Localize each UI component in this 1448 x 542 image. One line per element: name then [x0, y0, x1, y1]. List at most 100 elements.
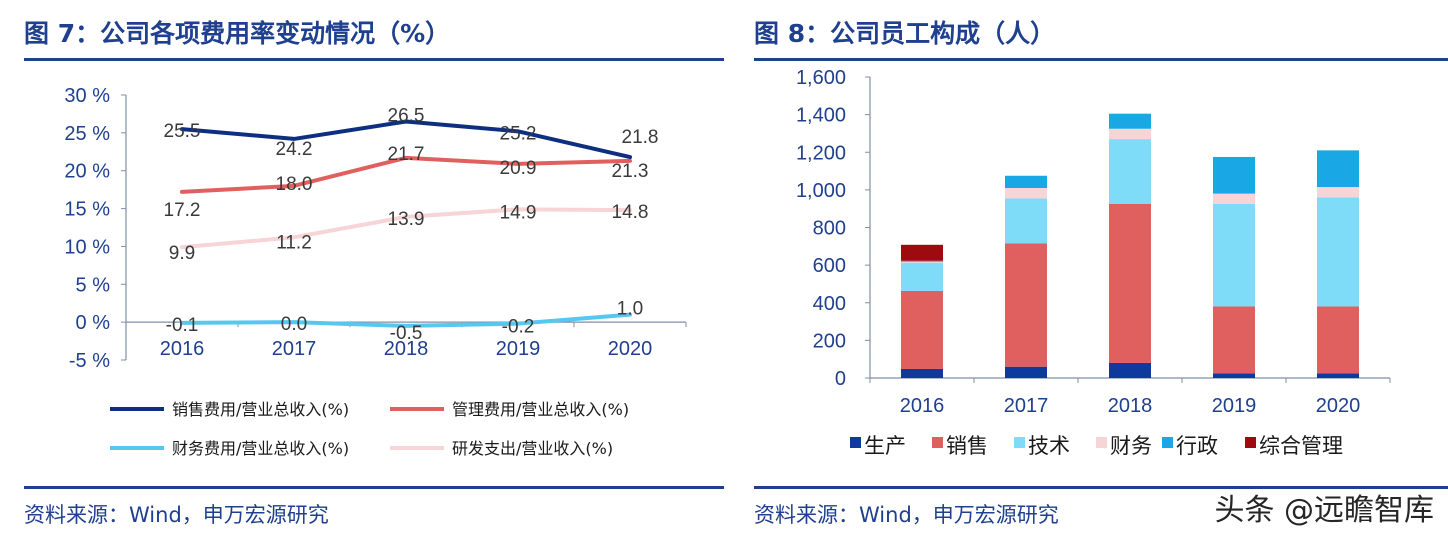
data-label: 25.5 — [164, 121, 201, 142]
legend-label-1: 生产 — [864, 434, 906, 458]
y-tick-label: 200 — [813, 330, 846, 352]
bar-segment-1 — [1005, 366, 1047, 378]
bar-segment-5 — [901, 260, 943, 262]
data-label: 21.3 — [612, 161, 649, 182]
legend-swatch-1 — [850, 437, 861, 448]
left-bottom-rule — [24, 486, 724, 489]
legend-label-2: 管理费用/营业总收入(%) — [452, 400, 629, 419]
data-label: 18.0 — [276, 174, 313, 195]
y-tick-label: 5 % — [76, 274, 111, 296]
bar-segment-5 — [1005, 175, 1047, 188]
series-line-1 — [180, 119, 632, 160]
y-tick-label: 1,000 — [796, 180, 846, 202]
bar-segment-3 — [1109, 139, 1151, 204]
legend-label-1: 销售费用/营业总收入(%) — [172, 400, 349, 419]
legend-label-6: 综合管理 — [1259, 434, 1343, 458]
legend-swatch-3 — [1014, 437, 1025, 448]
data-label: 20.9 — [500, 158, 537, 179]
bar-segment-4 — [901, 261, 943, 263]
data-label: -0.1 — [166, 315, 199, 336]
legend-swatch-2 — [932, 437, 943, 448]
legend-label-4: 财务 — [1110, 434, 1152, 458]
left-top-rule — [24, 58, 724, 61]
bar-segment-3 — [1213, 203, 1255, 307]
data-label: 21.8 — [622, 127, 659, 148]
series-line-4 — [180, 207, 632, 250]
stacked-bar-chart: 0 200 400 600 800 1,000 1,200 1,400 1,600 2016 201… — [796, 67, 1391, 458]
bar-segment-3 — [901, 262, 943, 291]
right-top-rule — [754, 58, 1448, 61]
bar-segment-4 — [1005, 187, 1047, 199]
bar-segment-5 — [1317, 150, 1359, 188]
y-tick-label: 25 % — [64, 123, 110, 145]
y-tick-label: -5 % — [69, 350, 110, 372]
bar-segment-3 — [1317, 197, 1359, 307]
bar-segment-3 — [1005, 198, 1047, 244]
right-figure-title: 图 8：公司员工构成（人） — [754, 19, 1056, 48]
watermark: 头条 @远瞻智库 — [1214, 493, 1434, 528]
x-tick-label: 2016 — [160, 338, 205, 360]
bar-segment-4 — [1213, 193, 1255, 204]
x-tick-label: 2016 — [900, 395, 945, 417]
right-panel: 图 8：公司员工构成（人） 0 200 400 600 800 1,000 1,200 1,4… — [754, 0, 1448, 542]
legend-label-3: 技术 — [1028, 434, 1070, 458]
y-tick-label: 800 — [813, 218, 846, 240]
right-source: 资料来源：Wind，申万宏源研究 — [754, 503, 1059, 527]
legend-label-3: 财务费用/营业总收入(%) — [172, 439, 349, 458]
bar-segment-6 — [901, 244, 943, 261]
data-label: 26.5 — [388, 106, 425, 127]
left-source: 资料来源：Wind，申万宏源研究 — [24, 503, 329, 527]
y-tick-label: 1,400 — [796, 105, 846, 127]
bar-segment-2 — [1005, 243, 1047, 367]
bar-segment-5 — [1109, 113, 1151, 129]
bar-segment-2 — [901, 290, 943, 369]
data-label: 17.2 — [164, 200, 201, 221]
legend-label-2: 销售 — [946, 434, 988, 458]
bar-segment-1 — [901, 368, 943, 378]
left-panel: 图 7：公司各项费用率变动情况（%） -5 % 0 % 5 % 10 % 15 % 20 … — [24, 0, 724, 542]
x-tick-label: 2017 — [1004, 395, 1049, 417]
bar-segment-2 — [1109, 203, 1151, 363]
x-tick-label: 2017 — [272, 338, 317, 360]
bar-segment-1 — [1109, 362, 1151, 378]
y-tick-label: 600 — [813, 255, 846, 277]
legend-label-5: 行政 — [1176, 434, 1218, 458]
legend-label-4: 研发支出/营业收入(%) — [452, 439, 613, 458]
legend-swatch-4 — [1096, 437, 1107, 448]
bar-segment-5 — [1213, 156, 1255, 194]
bar-segment-2 — [1213, 306, 1255, 374]
y-tick-label: 30 % — [64, 85, 110, 107]
x-tick-label: 2018 — [384, 338, 429, 360]
right-bottom-rule — [754, 486, 1448, 489]
data-label: 0.0 — [281, 314, 307, 335]
data-label: 9.9 — [169, 243, 195, 264]
data-label: -0.2 — [502, 317, 535, 338]
y-tick-label: 20 % — [64, 161, 110, 183]
bar-segment-4 — [1109, 128, 1151, 140]
x-tick-label: 2020 — [1316, 395, 1361, 417]
data-label: -0.5 — [390, 323, 423, 344]
x-tick-label: 2020 — [608, 338, 653, 360]
y-tick-label: 400 — [813, 293, 846, 315]
y-tick-label: 1,200 — [796, 142, 846, 164]
line-chart: -5 % 0 % 5 % 10 % 15 % 20 % 25 % 30 % 2016 2017 20… — [64, 85, 687, 458]
series-line-2 — [180, 155, 632, 194]
left-figure-title: 图 7：公司各项费用率变动情况（%） — [24, 19, 451, 48]
data-label: 11.2 — [276, 232, 312, 253]
legend-swatch-5 — [1162, 437, 1173, 448]
y-tick-label: 15 % — [64, 199, 110, 221]
data-label: 14.9 — [500, 202, 537, 223]
y-tick-label: 0 — [835, 368, 846, 390]
data-label: 1.0 — [617, 299, 643, 320]
y-tick-label: 0 % — [76, 312, 111, 334]
bar-segment-2 — [1317, 306, 1359, 374]
y-tick-label: 1,600 — [796, 67, 846, 89]
legend-swatch-6 — [1245, 437, 1256, 448]
data-label: 13.9 — [388, 209, 425, 230]
data-label: 21.7 — [388, 144, 425, 165]
bar-segment-4 — [1317, 187, 1359, 198]
data-label: 14.8 — [612, 202, 649, 223]
x-tick-label: 2018 — [1108, 395, 1153, 417]
bar-segment-1 — [1213, 373, 1255, 378]
y-tick-label: 10 % — [64, 236, 110, 258]
